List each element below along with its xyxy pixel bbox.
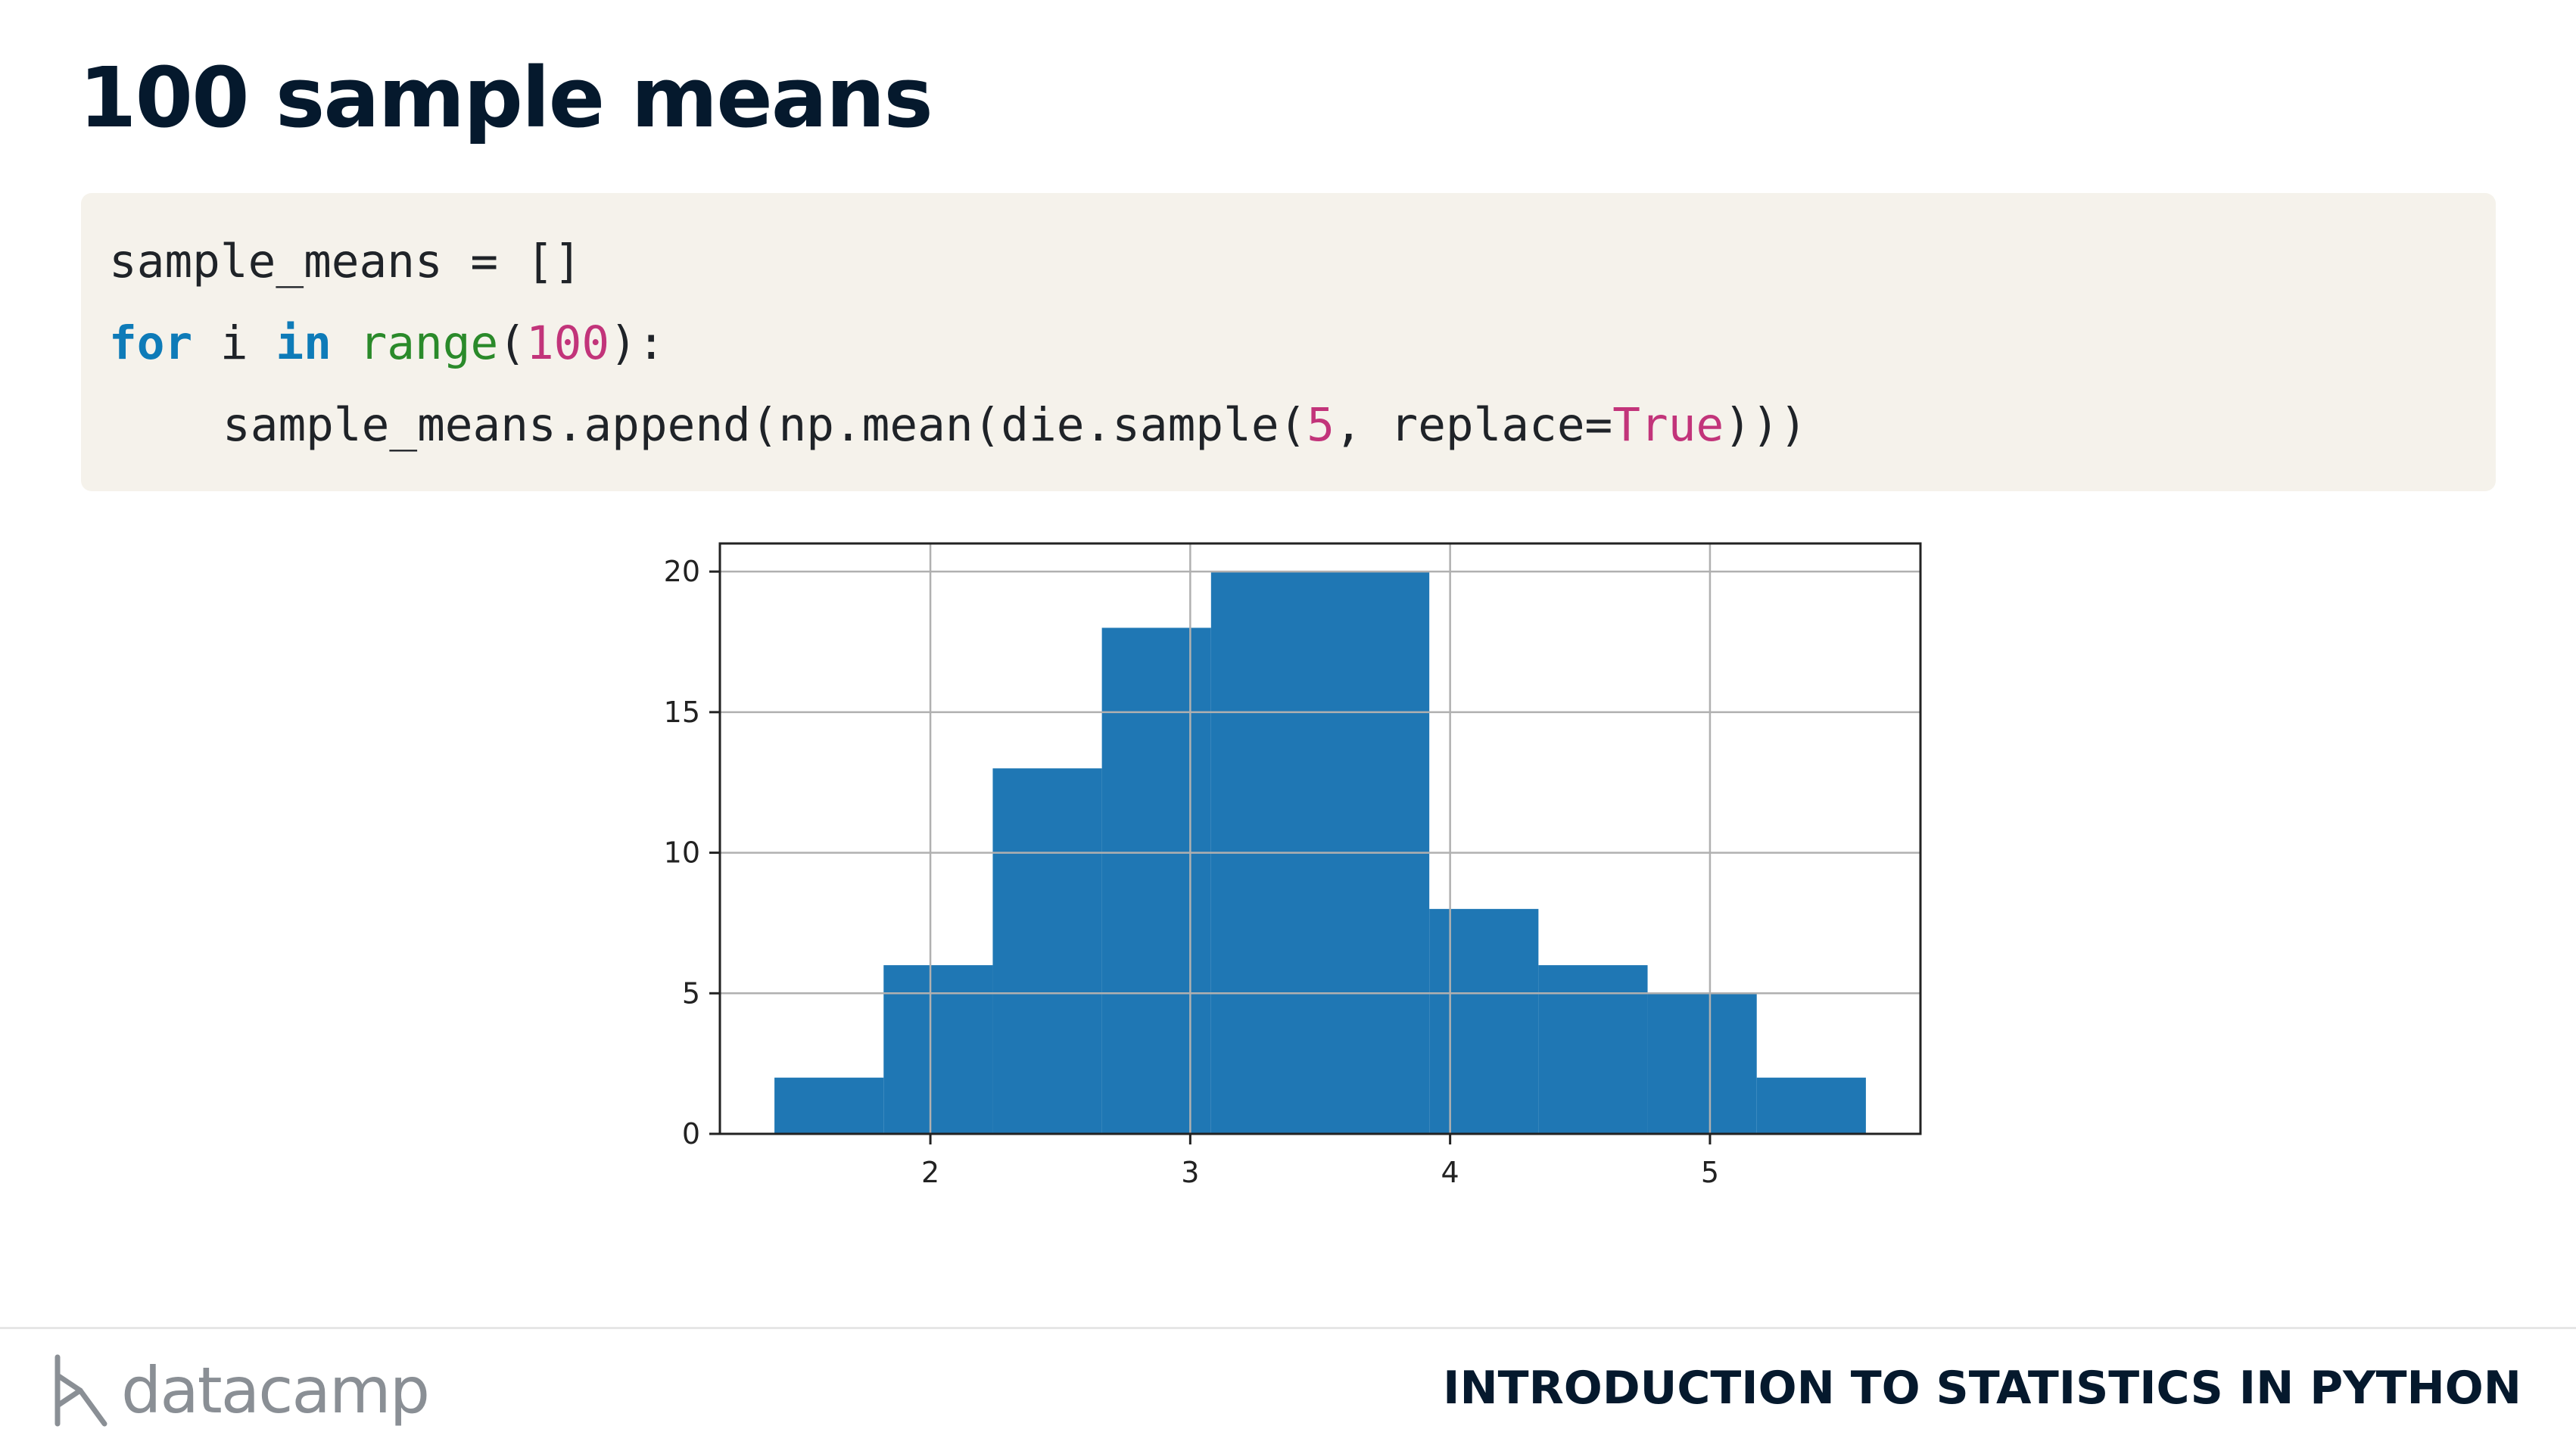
builtin-range: range <box>359 316 499 370</box>
code-text: ( <box>498 316 526 370</box>
histogram-chart: 0 5 10 15 20 2 3 4 5 <box>621 530 1938 1214</box>
x-tick-label: 3 <box>1181 1156 1199 1189</box>
histogram-svg: 0 5 10 15 20 2 3 4 5 <box>664 542 1922 1189</box>
y-tick-label: 5 <box>682 976 700 1010</box>
histogram-bar <box>1647 993 1757 1134</box>
histogram-bar <box>992 768 1102 1134</box>
keyword-for: for <box>109 316 193 370</box>
code-text: ): <box>609 316 665 370</box>
y-tick-label: 20 <box>664 555 700 588</box>
histogram-bar <box>883 965 993 1134</box>
code-line-2: for i in range(100): <box>109 320 665 366</box>
histogram-bar <box>774 1077 884 1134</box>
footer-divider <box>0 1327 2576 1329</box>
boolean-literal: True <box>1612 398 1724 452</box>
code-text: ))) <box>1724 398 1808 452</box>
code-text: , replace= <box>1335 398 1613 452</box>
code-line-1: sample_means = [] <box>109 238 581 285</box>
number-literal: 5 <box>1307 398 1335 452</box>
code-text: sample_means = [] <box>109 235 582 288</box>
code-text <box>332 316 360 370</box>
histogram-bar <box>1756 1077 1866 1134</box>
course-name: INTRODUCTION TO STATISTICS IN PYTHON <box>1443 1362 2521 1415</box>
slide-title: 100 sample means <box>79 49 933 146</box>
code-block: sample_means = [] for i in range(100): s… <box>81 193 2496 491</box>
datacamp-logo-icon <box>55 1354 107 1427</box>
plot-frame <box>718 542 1922 1135</box>
y-tick-label: 10 <box>664 836 700 870</box>
x-tick-label: 2 <box>921 1156 939 1189</box>
keyword-in: in <box>276 316 332 370</box>
x-tick-label: 5 <box>1701 1156 1719 1189</box>
histogram-bar <box>1429 908 1539 1134</box>
y-tick-label: 15 <box>664 696 700 729</box>
histogram-bar <box>1101 627 1211 1134</box>
histogram-bar <box>1538 965 1648 1134</box>
datacamp-logo: datacamp <box>51 1349 430 1432</box>
x-tick-label: 4 <box>1441 1156 1459 1189</box>
code-text: i <box>192 316 276 370</box>
brand-name: datacamp <box>121 1353 430 1428</box>
number-literal: 100 <box>525 316 610 370</box>
y-tick-label: 0 <box>682 1117 700 1151</box>
code-line-3: sample_means.append(np.mean(die.sample(5… <box>223 402 1807 448</box>
code-text: sample_means.append(np.mean(die.sample( <box>223 398 1307 452</box>
